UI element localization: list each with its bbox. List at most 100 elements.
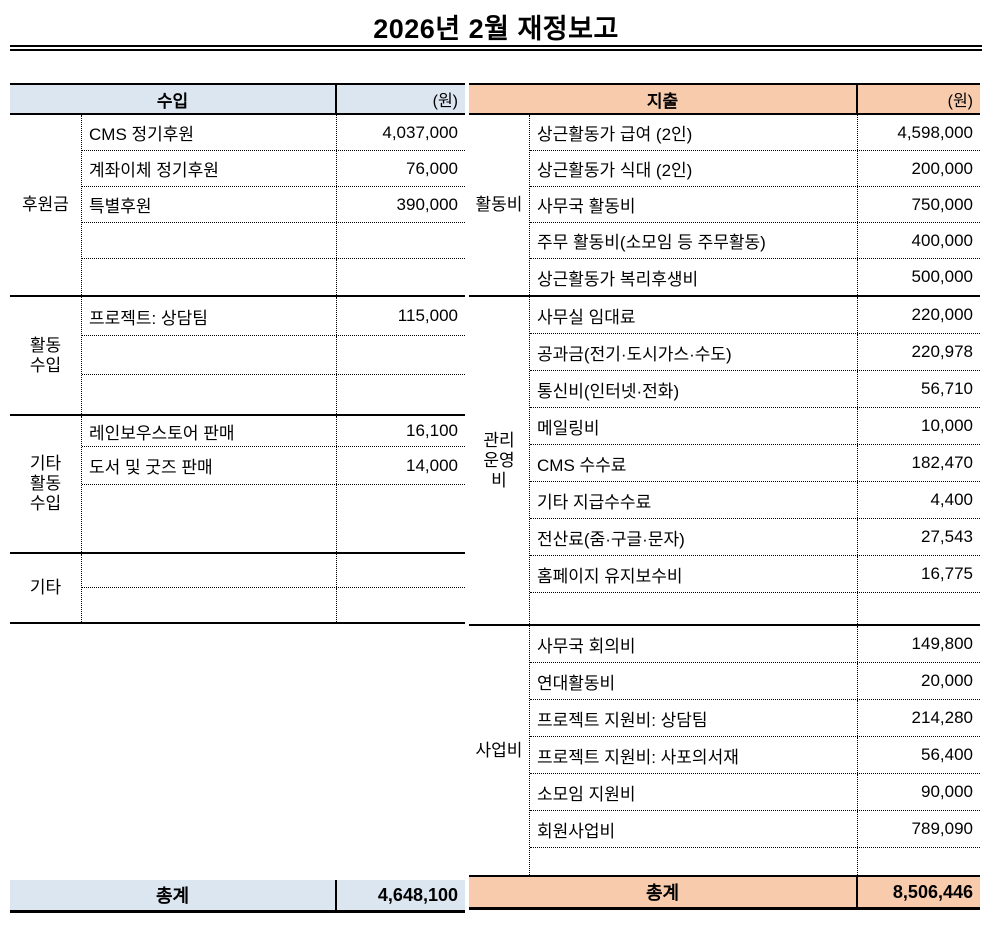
item-cell: 상근활동가 식대 (2인)	[530, 151, 858, 186]
item-cell: 연대활동비	[530, 663, 858, 699]
value-cell	[337, 375, 465, 414]
item-cell	[82, 588, 337, 622]
value-cell: 750,000	[911, 194, 973, 214]
item-cell: 통신비(인터넷·전화)	[530, 371, 858, 407]
expense-group-programs: 사업비 사무국 회의비 149,800 연대활동비 20,000 프로젝트 지원비:…	[469, 626, 980, 877]
expense-unit-label: (원)	[947, 93, 973, 110]
value-cell: 16,775	[921, 564, 973, 583]
value-cell: 149,800	[911, 634, 973, 653]
table-row: 프로젝트 지원비: 사포의서재 56,400	[530, 737, 980, 774]
item-cell	[82, 259, 337, 295]
item-cell: 레인보우스토어 판매	[82, 416, 337, 446]
group-label: 활동비	[469, 115, 530, 295]
group-label: 기타 활동 수입	[10, 416, 82, 552]
page-title: 2026년 2월 재정보고	[373, 14, 619, 44]
item-cell: CMS 정기후원	[82, 115, 337, 150]
table-row: 회원사업비 789,090	[530, 811, 980, 848]
group-label: 사업비	[469, 626, 530, 875]
value-cell: 56,400	[921, 745, 973, 764]
group-label: 관리 운영 비	[469, 297, 530, 624]
table-row: 주무 활동비(소모임 등 주무활동) 400,000	[530, 223, 980, 259]
value-cell: 20,000	[921, 671, 973, 690]
item-cell: 회원사업비	[530, 811, 858, 847]
item-cell: 사무국 회의비	[530, 626, 858, 662]
item-cell: 사무국 활동비	[530, 187, 858, 222]
item-cell	[82, 375, 337, 414]
expense-header-label: 지출	[469, 85, 858, 113]
income-group-activity: 활동 수입 프로젝트: 상담팀 115,000	[10, 297, 465, 416]
item-cell: 프로젝트 지원비: 사포의서재	[530, 737, 858, 773]
income-total-label: 총계	[10, 880, 337, 910]
group-label: 후원금	[10, 115, 82, 295]
table-row: 특별후원 390,000	[82, 187, 465, 223]
value-cell	[858, 848, 980, 875]
value-cell: 27,543	[921, 527, 973, 546]
table-row	[82, 375, 465, 414]
group-label: 기타	[10, 554, 82, 622]
table-row: 홈페이지 유지보수비 16,775	[530, 556, 980, 593]
item-cell: 상근활동가 복리후생비	[530, 259, 858, 295]
value-cell	[337, 485, 465, 552]
value-cell: 90,000	[921, 782, 973, 801]
group-label: 활동 수입	[10, 297, 82, 414]
table-row	[82, 223, 465, 259]
item-cell: 공과금(전기·도시가스·수도)	[530, 334, 858, 370]
value-cell: 400,000	[911, 230, 973, 250]
value-cell: 56,710	[921, 379, 973, 398]
expense-table-header: 지출 (원)	[469, 83, 980, 115]
item-cell	[530, 593, 858, 624]
value-cell: 4,037,000	[382, 122, 458, 142]
table-row: 소모임 지원비 90,000	[530, 774, 980, 811]
table-row: 상근활동가 급여 (2인) 4,598,000	[530, 115, 980, 151]
income-table-header: 수입 (원)	[10, 83, 465, 115]
table-row: CMS 수수료 182,470	[530, 445, 980, 482]
value-cell: 76,000	[406, 158, 458, 178]
value-cell: 500,000	[911, 267, 973, 286]
income-group-misc: 기타	[10, 554, 465, 624]
item-cell: 전산료(줌·구글·문자)	[530, 519, 858, 555]
item-cell	[82, 336, 337, 374]
income-total-row: 총계 4,648,100	[10, 880, 465, 913]
item-cell: 사무실 임대료	[530, 297, 858, 333]
income-table: 수입 (원) 후원금 CMS 정기후원 4,037,000 계좌이체 정기후원 76…	[10, 83, 465, 624]
table-row: 도서 및 굿즈 판매 14,000	[82, 447, 465, 485]
value-cell: 200,000	[911, 158, 973, 178]
table-row: 상근활동가 복리후생비 500,000	[530, 259, 980, 295]
item-cell: 홈페이지 유지보수비	[530, 556, 858, 592]
income-header-label: 수입	[10, 85, 337, 113]
expense-group-operations: 관리 운영 비 사무실 임대료 220,000 공과금(전기·도시가스·수도) 22…	[469, 297, 980, 626]
value-cell: 182,470	[911, 453, 973, 472]
value-cell: 4,598,000	[897, 122, 973, 142]
table-row: 계좌이체 정기후원 76,000	[82, 151, 465, 187]
table-row: 통신비(인터넷·전화) 56,710	[530, 371, 980, 408]
table-row: 사무국 회의비 149,800	[530, 626, 980, 663]
value-cell	[337, 223, 465, 258]
table-row: 레인보우스토어 판매 16,100	[82, 416, 465, 447]
item-cell	[530, 848, 858, 875]
value-cell	[337, 588, 465, 622]
item-cell: 소모임 지원비	[530, 774, 858, 810]
expense-total-value: 8,506,446	[892, 881, 973, 902]
item-cell: 메일링비	[530, 408, 858, 444]
table-row: 상근활동가 식대 (2인) 200,000	[530, 151, 980, 187]
item-cell: 기타 지급수수료	[530, 482, 858, 518]
expense-table: 지출 (원) 활동비 상근활동가 급여 (2인) 4,598,000 상근활동가 …	[469, 83, 980, 910]
value-cell: 789,090	[911, 819, 973, 838]
value-cell	[337, 259, 465, 295]
item-cell	[82, 485, 337, 552]
item-cell: 프로젝트: 상담팀	[82, 297, 337, 335]
value-cell	[858, 593, 980, 624]
value-cell: 214,280	[911, 708, 973, 727]
table-row	[82, 485, 465, 552]
table-row: 전산료(줌·구글·문자) 27,543	[530, 519, 980, 556]
expense-total-label: 총계	[469, 877, 858, 907]
value-cell: 220,000	[911, 305, 973, 324]
table-row	[530, 848, 980, 875]
table-row: 메일링비 10,000	[530, 408, 980, 445]
item-cell	[82, 554, 337, 587]
table-row: CMS 정기후원 4,037,000	[82, 115, 465, 151]
table-row	[82, 554, 465, 588]
item-cell: CMS 수수료	[530, 445, 858, 481]
table-row	[530, 593, 980, 624]
